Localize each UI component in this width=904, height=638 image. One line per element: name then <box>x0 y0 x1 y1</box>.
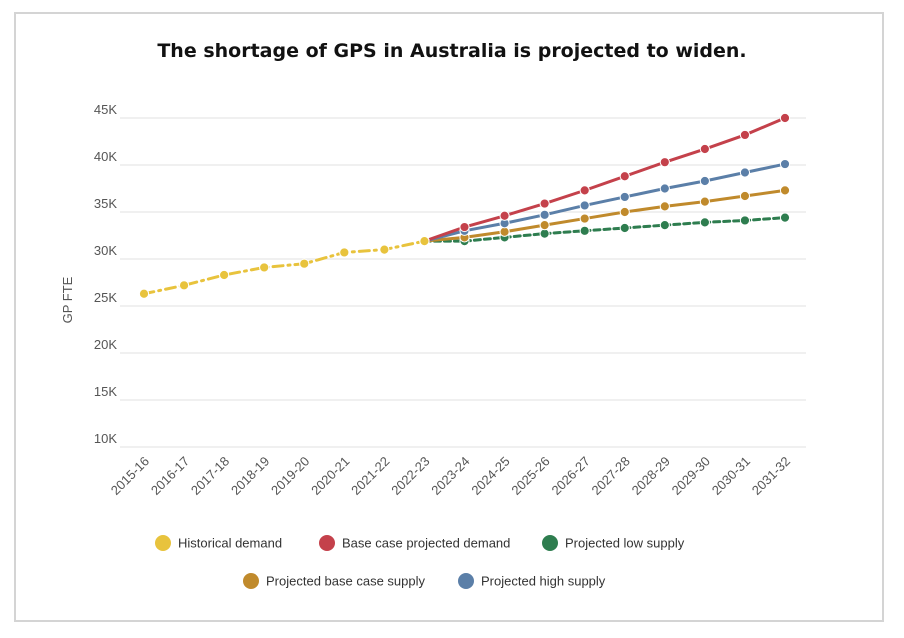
data-point <box>619 206 630 218</box>
data-point <box>539 198 550 209</box>
data-point <box>739 190 751 202</box>
data-point <box>419 236 430 247</box>
data-point <box>659 183 670 194</box>
series-lines <box>142 116 787 296</box>
data-point <box>739 215 751 226</box>
data-point <box>259 262 270 273</box>
data-point <box>739 167 751 178</box>
data-point <box>339 247 350 258</box>
y-tick-label: 15K <box>94 384 117 399</box>
y-axis-ticks: 10K 15K 20K 25K 30K 35K 40K 45K <box>94 102 117 446</box>
data-point <box>619 222 630 234</box>
y-tick-label: 30K <box>94 243 117 258</box>
chart-title: The shortage of GPS in Australia is proj… <box>157 40 747 62</box>
y-tick-label: 10K <box>94 431 117 446</box>
x-tick-label: 2020-21 <box>308 454 352 498</box>
data-point <box>779 185 791 196</box>
data-point <box>779 212 791 223</box>
data-point <box>459 221 470 233</box>
y-axis-label: GP FTE <box>60 276 75 323</box>
x-tick-label: 2019-20 <box>268 454 312 498</box>
data-point <box>659 201 670 212</box>
x-tick-label: 2021-22 <box>348 454 392 498</box>
legend-label: Historical demand <box>178 536 282 551</box>
series-line <box>142 239 426 296</box>
data-point <box>299 258 310 269</box>
x-tick-label: 2027-28 <box>589 454 633 498</box>
data-point <box>699 143 710 155</box>
x-tick-label: 2015-16 <box>108 454 152 498</box>
legend-label: Projected high supply <box>481 574 606 589</box>
y-tick-label: 20K <box>94 337 117 352</box>
data-point <box>659 157 670 168</box>
data-point <box>579 225 590 236</box>
data-point <box>178 280 190 291</box>
legend-label: Projected low supply <box>565 536 685 551</box>
legend-swatch <box>155 535 171 551</box>
x-tick-label: 2025-26 <box>508 454 552 498</box>
data-point <box>779 112 791 124</box>
data-point <box>699 175 710 187</box>
legend: Historical demand Base case projected dem… <box>155 535 685 589</box>
x-tick-label: 2024-25 <box>468 454 512 498</box>
data-point <box>219 269 230 281</box>
x-tick-label: 2030-31 <box>709 454 753 498</box>
y-tick-label: 25K <box>94 290 117 305</box>
data-point <box>659 220 670 231</box>
data-point <box>539 220 550 231</box>
data-point <box>739 129 751 141</box>
data-point <box>579 213 590 224</box>
data-point <box>579 185 590 196</box>
x-tick-label: 2029-30 <box>669 454 713 498</box>
data-point <box>499 226 510 237</box>
x-tick-label: 2017-18 <box>188 454 232 498</box>
chart-frame <box>14 12 884 622</box>
data-point <box>579 200 590 211</box>
series-line <box>422 116 787 243</box>
x-tick-label: 2031-32 <box>749 454 793 498</box>
data-point <box>499 210 510 221</box>
data-point <box>619 191 630 203</box>
legend-label: Base case projected demand <box>342 536 510 551</box>
x-tick-label: 2022-23 <box>388 454 432 498</box>
data-point <box>699 196 710 207</box>
data-point <box>779 158 791 170</box>
data-point <box>539 209 550 220</box>
grid-lines <box>120 117 806 448</box>
x-tick-label: 2028-29 <box>629 454 673 498</box>
legend-swatch <box>243 573 259 589</box>
series-line <box>422 188 787 243</box>
x-tick-label: 2026-27 <box>548 454 592 498</box>
legend-label: Projected base case supply <box>266 574 425 589</box>
data-point <box>379 244 390 255</box>
x-axis-ticks: 2015-162016-172017-182018-192019-202020-… <box>108 454 793 498</box>
legend-swatch <box>458 573 474 589</box>
legend-swatch <box>542 535 558 551</box>
series-points <box>138 112 791 299</box>
data-point <box>539 228 550 239</box>
series-line <box>422 162 787 243</box>
x-tick-label: 2018-19 <box>228 454 272 498</box>
y-tick-label: 45K <box>94 102 117 117</box>
data-point <box>619 171 630 182</box>
series-line <box>422 216 787 243</box>
x-tick-label: 2016-17 <box>148 454 192 498</box>
legend-swatch <box>319 535 335 551</box>
y-tick-label: 35K <box>94 196 117 211</box>
data-point <box>699 217 710 228</box>
y-tick-label: 40K <box>94 149 117 164</box>
data-point <box>138 288 150 299</box>
x-tick-label: 2023-24 <box>428 454 472 498</box>
